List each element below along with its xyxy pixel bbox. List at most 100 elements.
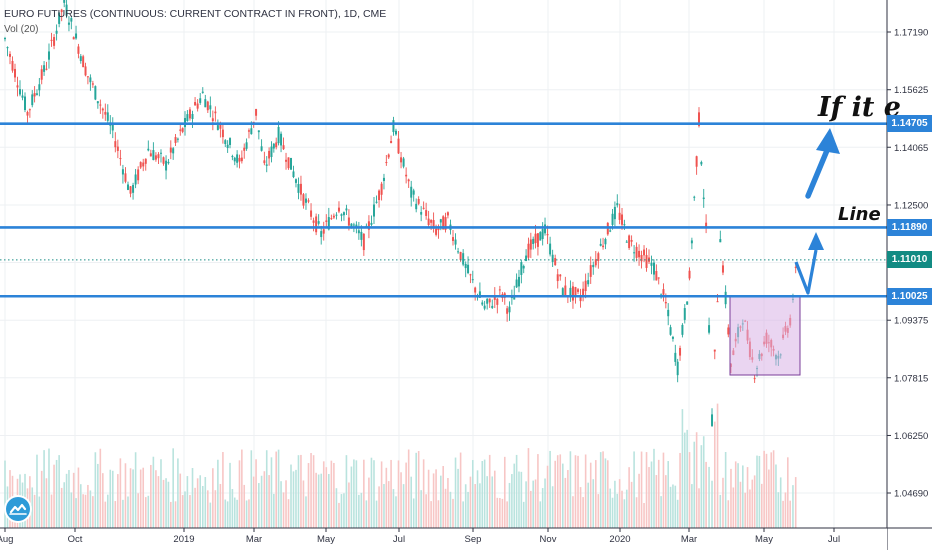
volume-bar <box>775 464 777 528</box>
time-axis-bg <box>0 528 887 550</box>
candle-body <box>176 138 179 140</box>
volume-bar <box>305 496 307 528</box>
candle-body <box>559 274 562 277</box>
annotation-line[interactable]: Line <box>838 204 881 225</box>
volume-bar <box>454 457 457 528</box>
volume-bar <box>263 471 266 528</box>
candle-body <box>159 152 162 154</box>
volume-bar <box>452 498 454 528</box>
volume-bar <box>462 501 464 528</box>
candle-body <box>260 146 263 151</box>
candle-body <box>367 221 370 230</box>
volume-bar <box>302 480 305 528</box>
projection-arrows[interactable] <box>794 128 840 295</box>
time-axis[interactable]: Aug Oct 2019 Mar May Jul Sep Nov 2020 Mar May Jul <box>0 527 932 550</box>
candle-body <box>370 222 373 225</box>
volume-bar <box>758 455 761 528</box>
volume-bar <box>657 459 660 528</box>
arrow-up-long[interactable] <box>805 145 831 199</box>
candle-body <box>58 12 61 24</box>
volume-bar <box>784 492 787 528</box>
candle-body <box>302 194 305 206</box>
price-levels[interactable] <box>0 122 887 298</box>
volume-bar <box>594 460 597 528</box>
candle-body <box>556 274 559 282</box>
volume-bar <box>481 461 484 528</box>
volume-bar <box>737 463 739 528</box>
candlesticks <box>4 0 797 427</box>
volume-bar <box>407 449 410 528</box>
price-axis[interactable]: 1.171901.156251.140651.125001.109401.093… <box>886 0 932 550</box>
candle-body <box>679 347 682 356</box>
candle-body <box>322 229 325 234</box>
volume-bar <box>730 468 732 528</box>
candle-body <box>554 258 557 266</box>
candle-body <box>77 46 80 54</box>
candle-body <box>630 239 633 242</box>
candle-body <box>179 129 182 131</box>
candle-body <box>697 112 700 126</box>
volume-bar <box>137 493 139 528</box>
volume-bar <box>53 464 55 528</box>
volume-bar <box>435 469 437 528</box>
symbol-title[interactable]: EURO FUTURES (CONTINUOUS: CURRENT CONTRA… <box>4 8 387 20</box>
volume-bar <box>653 448 655 528</box>
volume-bars <box>4 403 797 528</box>
volume-bar <box>792 485 794 528</box>
volume-bar <box>493 470 496 528</box>
candle-body <box>493 295 496 300</box>
candle-body <box>144 158 147 164</box>
volume-bar <box>387 481 390 528</box>
volume-bar <box>787 457 789 528</box>
candle-body <box>265 164 268 166</box>
volume-bar <box>124 463 127 528</box>
tradingview-logo-icon[interactable] <box>6 497 30 521</box>
volume-bar <box>330 460 333 528</box>
candle-body <box>247 130 250 132</box>
volume-bar <box>559 454 562 528</box>
volume-bar <box>345 455 348 528</box>
volume-bar <box>486 476 488 528</box>
candle-body <box>392 120 395 133</box>
volume-bar <box>749 489 751 528</box>
volume-bar <box>698 488 700 528</box>
candle-body <box>14 68 17 78</box>
candle-body <box>719 239 722 243</box>
candle-body <box>79 56 82 61</box>
candle-body <box>577 289 580 292</box>
volume-bar <box>405 462 407 528</box>
arrow-up-to-line[interactable] <box>794 249 818 295</box>
volume-bar <box>196 478 199 528</box>
candle-body <box>75 33 78 39</box>
candle-body <box>250 128 253 135</box>
candle-body <box>532 238 535 245</box>
candle-body <box>119 158 122 160</box>
candle-body <box>462 253 465 265</box>
candle-body <box>645 255 648 268</box>
volume-bar <box>378 486 380 528</box>
volume-indicator-label[interactable]: Vol (20) <box>4 24 39 35</box>
candle-body <box>297 183 300 193</box>
volume-bar <box>763 450 765 528</box>
volume-bar <box>343 493 345 528</box>
volume-bar <box>268 475 270 528</box>
volume-bar <box>688 452 691 528</box>
candle-body <box>45 68 48 70</box>
candle-body <box>280 133 283 146</box>
volume-bar <box>117 474 119 528</box>
candle-body <box>209 105 212 110</box>
volume-bar <box>609 488 611 528</box>
volume-bar <box>567 470 569 528</box>
candle-body <box>106 112 109 121</box>
consolidation-box[interactable] <box>729 295 801 376</box>
candle-body <box>360 231 363 240</box>
volume-bar <box>515 454 518 528</box>
volume-bar <box>265 450 268 528</box>
volume-bar <box>572 496 574 528</box>
candle-body <box>451 237 454 241</box>
volume-bar <box>412 498 415 528</box>
candle-body <box>716 301 719 303</box>
candle-body <box>515 279 518 288</box>
volume-bar <box>449 491 452 528</box>
